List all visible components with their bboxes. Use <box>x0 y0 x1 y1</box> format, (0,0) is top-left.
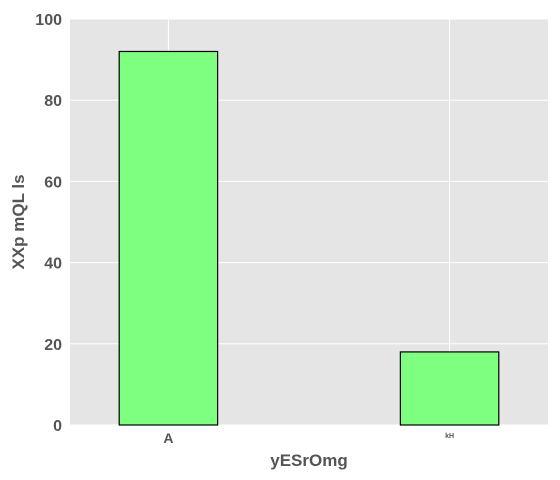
y-tick-label: 60 <box>44 174 62 191</box>
y-tick-label: 40 <box>44 256 62 273</box>
x-tick-label: A <box>163 430 173 446</box>
y-tick-labels: 0 20 40 60 80 100 <box>35 12 62 435</box>
y-tick-label: 80 <box>44 93 62 110</box>
x-axis-title: yESrOmg <box>270 451 347 470</box>
y-tick-label: 20 <box>44 337 62 354</box>
y-tick-label: 100 <box>35 12 62 29</box>
bars <box>118 50 500 426</box>
bar-kH <box>399 351 500 426</box>
y-axis-title: XXp mQL ls <box>9 174 28 269</box>
y-tick-label: 0 <box>53 418 62 435</box>
x-tick-label: kH <box>445 433 454 440</box>
bar-A <box>118 50 219 426</box>
